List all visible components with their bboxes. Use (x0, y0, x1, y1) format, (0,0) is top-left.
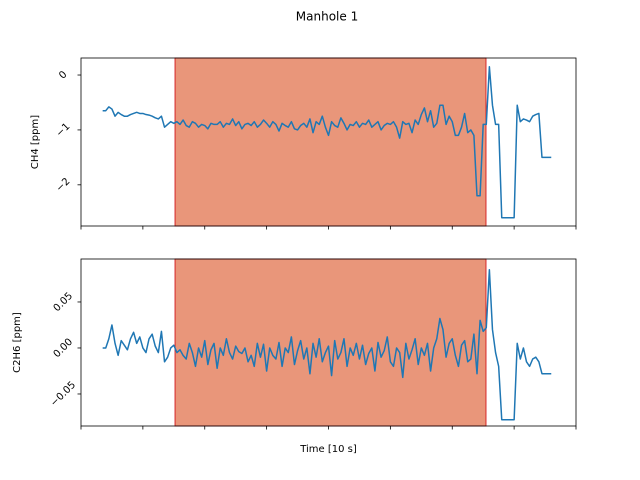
x-axis-label: Time [10 s] (299, 444, 357, 455)
figure-title: Manhole 1 (296, 10, 358, 24)
y-axis-label: C2H6 [ppm] (12, 312, 23, 373)
data-line (102, 269, 552, 421)
y-axis-label: CH4 [ppm] (30, 115, 41, 169)
data-line (102, 66, 552, 219)
highlight-span (174, 57, 487, 227)
highlight-span (174, 258, 487, 427)
